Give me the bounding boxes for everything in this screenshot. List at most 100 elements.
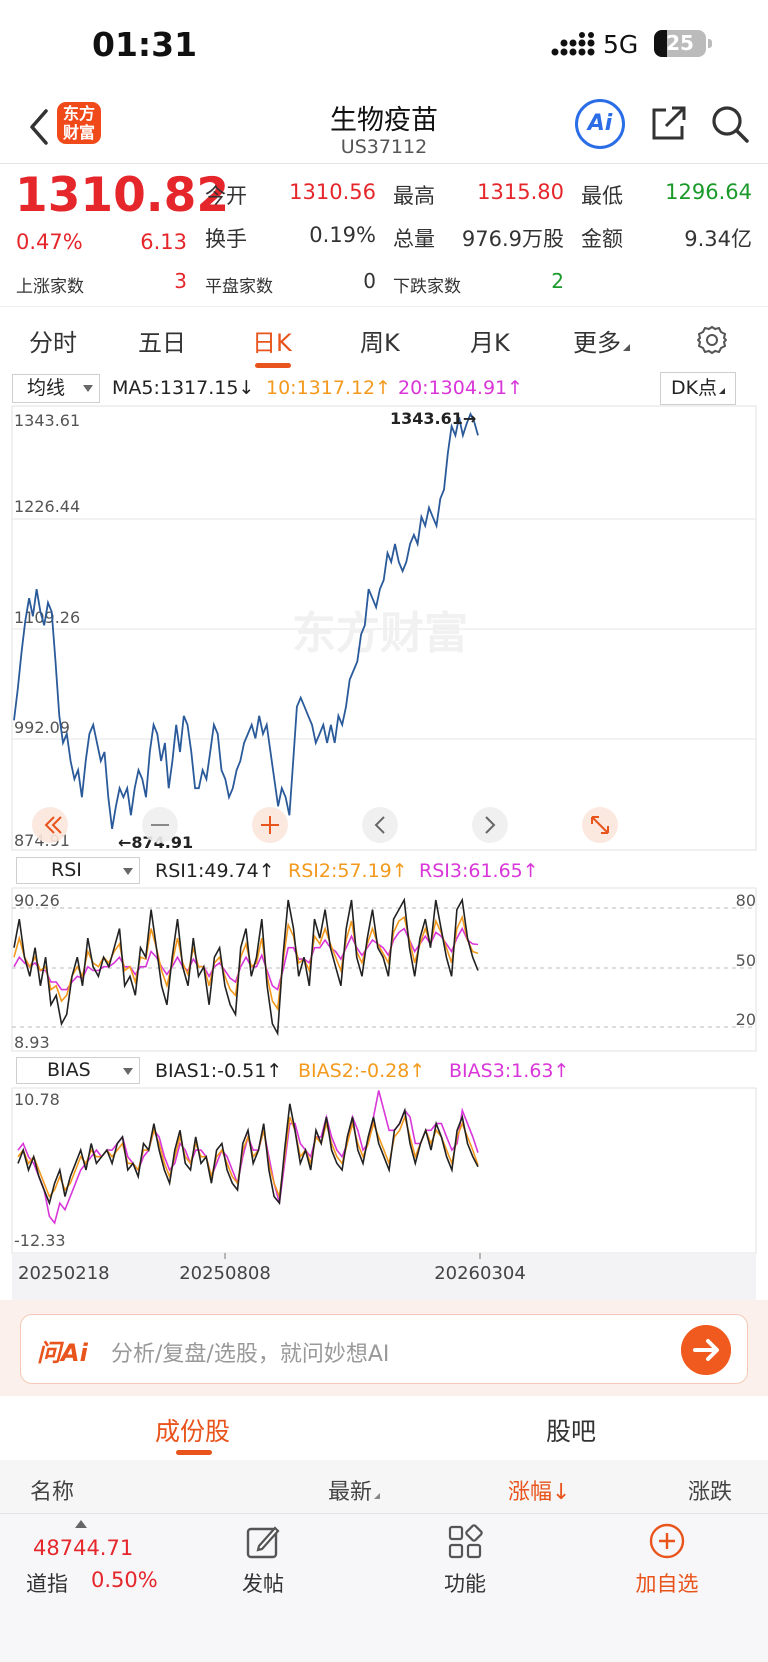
indicator-select-ma-label: 均线 <box>27 377 66 399</box>
caret-down-icon <box>123 868 133 875</box>
down-count-label: 下跌家数 <box>393 277 461 297</box>
x-axis-label: 20250218 <box>18 1263 110 1284</box>
scroll-left-button[interactable] <box>362 807 398 843</box>
high-marker: 1343.61→ <box>390 409 476 428</box>
bias1-line <box>17 1103 479 1206</box>
col-name[interactable]: 名称 <box>30 1480 75 1505</box>
add-watchlist-button[interactable]: 加自选 <box>635 1572 699 1596</box>
caret-down-icon <box>83 385 93 392</box>
rsi-right-tick: 80 <box>736 891 756 910</box>
tab-forum[interactable]: 股吧 <box>546 1417 597 1446</box>
ask-ai-bar[interactable]: 问Ai 分析/复盘/选股，就问妙想AI <box>20 1314 748 1384</box>
post-button[interactable]: 发帖 <box>242 1572 284 1596</box>
low-value: 1296.64 <box>665 180 752 204</box>
dropdown-corner-icon <box>719 388 726 394</box>
gear-icon[interactable] <box>697 325 727 355</box>
x-axis-label: 20260304 <box>434 1263 526 1284</box>
tab-more-label: 更多 <box>573 329 621 357</box>
rsi-y-tick: 90.26 <box>14 891 60 910</box>
turnover-value: 0.19% <box>309 223 376 247</box>
main-panel-frame <box>11 405 757 851</box>
change-pct: 0.47% <box>16 230 83 254</box>
flat-count: 0 <box>363 269 376 293</box>
fullscreen-button[interactable] <box>582 807 618 843</box>
down-count: 2 <box>551 269 564 293</box>
indicator-select-rsi-label: RSI <box>51 859 82 881</box>
edit-icon[interactable] <box>245 1524 281 1560</box>
volume-value: 976.9万股 <box>461 227 564 251</box>
price-line <box>13 411 479 830</box>
zoom-in-button[interactable] <box>252 807 288 843</box>
indicator-select-bias-label: BIAS <box>47 1059 91 1081</box>
index-value[interactable]: 48744.71 <box>33 1536 134 1560</box>
index-pct[interactable]: 0.50% <box>91 1568 158 1592</box>
ma20-value: 20:1304.91↑ <box>398 377 524 399</box>
tab-intraday[interactable]: 分时 <box>29 329 77 357</box>
stock-header: 东方 财富 生物疫苗 US37112 Ai <box>0 92 768 164</box>
low-label: 最低 <box>581 184 623 208</box>
battery-level: 25 <box>666 31 694 55</box>
indicator-select-bias[interactable]: BIAS <box>16 1057 140 1084</box>
up-count-label: 上涨家数 <box>16 277 84 297</box>
brand-logo[interactable]: 东方 财富 <box>57 102 101 144</box>
scroll-left-fast-button[interactable] <box>32 807 68 843</box>
rsi1-line <box>13 897 479 1037</box>
tab-constituents[interactable]: 成份股 <box>155 1417 231 1446</box>
arrow-right-icon[interactable] <box>681 1325 731 1375</box>
col-change[interactable]: 涨跌 <box>688 1480 733 1505</box>
status-bar: 01:31 5G 25 <box>0 0 768 92</box>
indicator-select-ma[interactable]: 均线 <box>12 374 100 403</box>
rsi1-value: RSI1:49.74↑ <box>155 860 275 882</box>
y-tick-label: 1226.44 <box>14 497 80 516</box>
list-header: 名称 最新 涨幅↓ 涨跌 <box>0 1460 768 1514</box>
dk-point-button[interactable]: DK点 <box>660 372 736 405</box>
grid-icon[interactable] <box>447 1524 483 1560</box>
tab-daily-k[interactable]: 日K <box>252 329 292 357</box>
period-tabs: 分时 五日 日K 周K 月K 更多 <box>0 306 768 370</box>
indicator-select-rsi[interactable]: RSI <box>16 857 140 884</box>
add-circle-icon[interactable] <box>648 1522 686 1560</box>
tab-five-day[interactable]: 五日 <box>138 329 186 357</box>
dropdown-corner-icon <box>374 1493 381 1499</box>
tab-more[interactable]: 更多 <box>573 323 630 358</box>
col-latest-label: 最新 <box>328 1480 373 1505</box>
stock-title: 生物疫苗 <box>330 105 438 136</box>
ask-ai-input[interactable]: 分析/复盘/选股，就问妙想AI <box>111 1342 390 1367</box>
zoom-out-button[interactable] <box>142 807 178 843</box>
network-type: 5G <box>603 30 639 59</box>
ai-button[interactable]: Ai <box>575 99 625 149</box>
bias-y-tick: 10.78 <box>14 1090 60 1109</box>
share-icon[interactable] <box>650 104 688 142</box>
signal-icon <box>551 32 595 56</box>
change-value: 6.13 <box>140 230 187 254</box>
col-latest[interactable]: 最新 <box>328 1474 381 1506</box>
bias3-value: BIAS3:1.63↑ <box>449 1060 570 1082</box>
volume-label: 总量 <box>393 227 435 251</box>
bias3-line <box>17 1090 479 1225</box>
function-button[interactable]: 功能 <box>444 1572 486 1596</box>
col-change-pct[interactable]: 涨幅↓ <box>508 1480 571 1505</box>
turnover-label: 换手 <box>205 227 247 251</box>
ask-ai-logo: 问Ai <box>37 1339 88 1367</box>
index-name[interactable]: 道指 <box>26 1572 68 1596</box>
stock-code: US37112 <box>340 136 428 158</box>
y-tick-label: 1109.26 <box>14 608 80 627</box>
back-arrow-icon[interactable] <box>24 107 54 147</box>
tab-monthly-k[interactable]: 月K <box>470 329 510 357</box>
watermark: 东方财富 <box>292 608 468 659</box>
search-icon[interactable] <box>710 104 750 144</box>
ma5-value: MA5:1317.15↓ <box>112 377 255 399</box>
scroll-right-button[interactable] <box>472 807 508 843</box>
dk-point-label: DK点 <box>670 377 718 399</box>
expand-up-icon[interactable] <box>75 1520 87 1528</box>
rsi-right-tick: 20 <box>736 1010 756 1029</box>
bias2-value: BIAS2:-0.28↑ <box>298 1060 426 1082</box>
y-tick-label: 1343.61 <box>14 411 80 430</box>
active-tab-indicator <box>255 363 291 368</box>
ma10-value: 10:1317.12↑ <box>266 377 392 399</box>
kline-chart[interactable]: 东方财富 1343.61 1226.44 1109.26 992.09 874.… <box>0 370 768 1300</box>
tab-weekly-k[interactable]: 周K <box>360 329 400 357</box>
last-price: 1310.82 <box>15 168 230 223</box>
sub-tabs: 成份股 股吧 <box>0 1396 768 1460</box>
up-count: 3 <box>174 269 187 293</box>
